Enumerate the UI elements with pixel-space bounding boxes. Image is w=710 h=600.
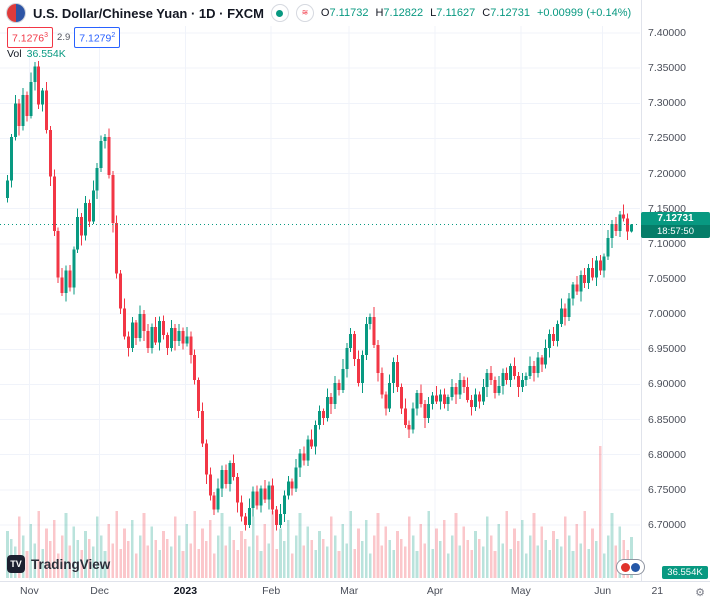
price-axis-label: 6.80000 bbox=[648, 448, 686, 461]
bar-countdown-label: 18:57:50 bbox=[641, 224, 710, 238]
low-value: 7.11627 bbox=[436, 7, 476, 19]
symbol-title[interactable]: U.S. Dollar/Chinese Yuan · 1D · FXCM bbox=[33, 5, 264, 21]
price-axis-label: 7.15000 bbox=[648, 202, 686, 215]
open-value: 7.11732 bbox=[329, 7, 369, 19]
time-axis-label: 21 bbox=[651, 585, 664, 597]
high-value: 7.12822 bbox=[383, 7, 424, 19]
ohlc-readout: O7.11732 H7.12822 L7.11627 C7.12731 +0.0… bbox=[321, 7, 631, 19]
price-axis-label: 7.40000 bbox=[648, 27, 686, 39]
high-label: H bbox=[375, 7, 384, 19]
volume-indicator-legend: Vol 36.554K bbox=[7, 48, 66, 60]
time-axis-label: Nov bbox=[20, 585, 39, 597]
price-axis-label: 7.30000 bbox=[648, 97, 686, 110]
time-axis-settings-icon[interactable]: ⚙ bbox=[695, 587, 705, 599]
price-axis-label: 7.10000 bbox=[648, 237, 686, 250]
close-label: C bbox=[482, 7, 491, 19]
symbol-logo-icon bbox=[6, 3, 26, 23]
price-axis-label: 7.35000 bbox=[648, 62, 686, 75]
current-price-label: 7.12731 bbox=[657, 212, 694, 224]
price-axis-label: 6.90000 bbox=[648, 378, 686, 391]
volume-axis-badge: 36.554K bbox=[662, 566, 708, 579]
price-axis[interactable]: 7.40000 7.35000 7.30000 7.25000 7.20000 7.150… bbox=[641, 0, 710, 582]
price-axis-label: 6.75000 bbox=[648, 483, 686, 496]
time-axis-label: Dec bbox=[90, 585, 109, 597]
chart-header: U.S. Dollar/Chinese Yuan · 1D · FXCM ≋ O… bbox=[0, 0, 710, 26]
bid-ask-panel: 7.12763 2.9 7.12792 bbox=[7, 27, 121, 48]
low-label: L bbox=[430, 7, 437, 19]
time-axis-label: May bbox=[510, 585, 531, 597]
price-axis-label: 6.95000 bbox=[648, 343, 686, 356]
time-axis-label: Apr bbox=[426, 585, 444, 597]
spread-value: 2.9 bbox=[57, 31, 71, 43]
bid-price-button[interactable]: 7.12763 bbox=[7, 27, 54, 48]
volume-label: Vol bbox=[7, 48, 22, 60]
close-value: 7.12731 bbox=[490, 7, 530, 19]
price-axis-label: 7.05000 bbox=[648, 273, 686, 285]
price-axis-label: 6.85000 bbox=[648, 413, 686, 426]
price-axis-label: 7.20000 bbox=[648, 167, 686, 180]
price-axis-label: 7.00000 bbox=[648, 308, 686, 321]
price-axis-label: 7.25000 bbox=[648, 132, 686, 145]
price-axis-label: 6.70000 bbox=[648, 519, 686, 531]
time-axis-label: 2023 bbox=[173, 585, 198, 597]
current-price-badge: 7.12731 18:57:50 bbox=[641, 211, 710, 238]
open-label: O bbox=[320, 7, 330, 19]
exchange-logo-icon bbox=[616, 559, 645, 575]
tradingview-watermark[interactable]: TV TradingView bbox=[7, 555, 110, 573]
time-axis-label: Jun bbox=[594, 585, 612, 597]
data-feed-icon[interactable]: ≋ bbox=[295, 4, 314, 22]
change-value: +0.00999 (+0.14%) bbox=[536, 7, 632, 19]
tradingview-logo-text[interactable]: TradingView bbox=[31, 556, 111, 572]
tradingview-logo-icon[interactable]: TV bbox=[7, 555, 25, 573]
ask-price-button[interactable]: 7.12792 bbox=[74, 27, 121, 48]
market-status-icon[interactable] bbox=[270, 4, 289, 22]
volume-value: 36.554K bbox=[26, 48, 66, 60]
time-axis-label: Feb bbox=[262, 585, 281, 597]
time-axis[interactable]: Nov Dec 2023 Feb Mar Apr May Jun 21 bbox=[0, 581, 710, 600]
time-axis-label: Mar bbox=[340, 585, 359, 597]
